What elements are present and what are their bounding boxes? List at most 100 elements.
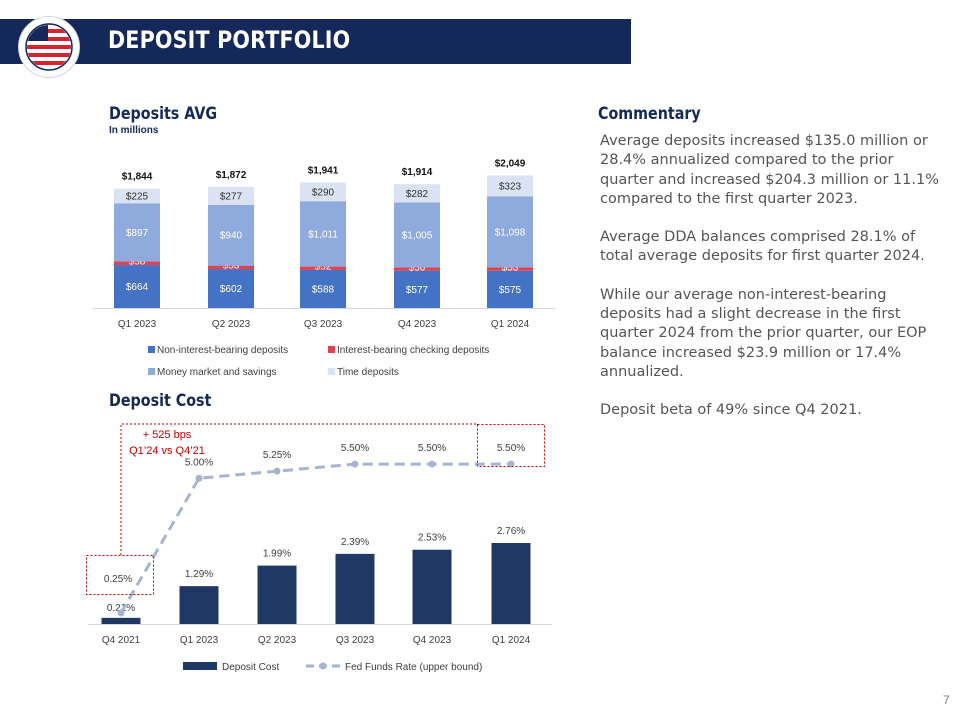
highlight-box-start: [86, 555, 154, 595]
cost-bar-label: 2.53%: [418, 533, 446, 544]
data-label: $225: [126, 191, 149, 202]
cost-bar-label: 2.39%: [341, 537, 369, 548]
highlight-box-end: [477, 424, 545, 467]
deposits-chart-subtitle: In millions: [109, 125, 159, 136]
cost-bar-label: 2.76%: [497, 526, 525, 537]
commentary-title: Commentary: [598, 104, 701, 124]
x-tick-label: Q2 2023: [212, 319, 251, 330]
stacked-bar-segment: [300, 201, 346, 267]
legend-label: Interest-bearing checking deposits: [337, 345, 489, 356]
x-tick-label: Q4 2023: [413, 635, 452, 646]
cost-chart-title: Deposit Cost: [109, 391, 212, 411]
stacked-bar-segment: [487, 175, 533, 197]
fed-funds-label: 5.00%: [185, 457, 213, 468]
data-label: $277: [220, 191, 243, 202]
data-label: $58: [129, 256, 146, 267]
fed-funds-marker: [273, 467, 281, 475]
commentary-paragraph: Deposit beta of 49% since Q4 2021.: [600, 402, 862, 419]
fed-funds-label: 5.50%: [341, 443, 369, 454]
cost-bar-label: 1.29%: [185, 569, 213, 580]
data-label: $588: [312, 284, 335, 295]
stacked-bar-segment: [208, 265, 254, 270]
total-label: $2,049: [495, 158, 526, 169]
legend-swatch: [183, 662, 217, 670]
stacked-bar-segment: [114, 261, 160, 266]
x-tick-label: Q1 2023: [118, 319, 157, 330]
legend-swatch: [328, 346, 335, 353]
cost-bar: [412, 549, 452, 624]
data-label: $1,005: [402, 230, 433, 241]
stacked-bar-segment: [114, 265, 160, 308]
x-tick-label: Q4 2021: [102, 635, 141, 646]
legend-label: Non-interest-bearing deposits: [157, 345, 288, 356]
deposits-chart-title: Deposits AVG: [109, 104, 218, 124]
x-tick-label: Q4 2023: [398, 319, 437, 330]
commentary-paragraph: Average deposits increased $135.0 millio…: [600, 133, 939, 207]
page-number: 7: [943, 693, 950, 707]
fed-funds-line: [119, 462, 511, 614]
cost-bar-label: 0.21%: [107, 603, 135, 614]
legend-label: Fed Funds Rate (upper bound): [345, 662, 482, 673]
legend-label: Time deposits: [337, 367, 399, 378]
stacked-bar-segment: [300, 182, 346, 202]
x-tick-label: Q3 2023: [336, 635, 375, 646]
data-label: $290: [312, 187, 335, 198]
stacked-bar-segment: [208, 204, 254, 266]
annotation-text: Q1’24 vs Q4’21: [129, 445, 205, 457]
annotation-text: + 525 bps: [143, 429, 192, 441]
data-label: $940: [220, 231, 243, 242]
cost-bar: [101, 617, 141, 624]
legend-swatch: [148, 368, 155, 375]
cost-bar: [257, 565, 297, 624]
x-tick-label: Q1 2023: [180, 635, 219, 646]
fed-funds-marker: [195, 474, 203, 482]
cost-bar: [179, 586, 219, 624]
fed-funds-marker: [117, 609, 125, 617]
x-tick-label: Q1 2024: [492, 635, 531, 646]
legend-swatch: [148, 346, 155, 353]
commentary-body: Average deposits increased $135.0 millio…: [600, 132, 940, 440]
fed-funds-marker: [507, 460, 515, 468]
total-label: $1,844: [122, 172, 153, 183]
data-label: $602: [220, 284, 243, 295]
legend-swatch: [328, 368, 335, 375]
stacked-bar-segment: [114, 203, 160, 262]
cost-bar: [335, 553, 375, 624]
data-label: $1,098: [495, 227, 526, 238]
stacked-bar-segment: [300, 266, 346, 270]
fed-funds-label: 5.50%: [497, 443, 525, 454]
legend-swatch: [319, 662, 327, 670]
x-tick-label: Q1 2024: [491, 319, 530, 330]
legend-label: Deposit Cost: [222, 662, 279, 673]
data-label: $323: [499, 181, 522, 192]
data-label: $577: [406, 285, 429, 296]
page-title: DEPOSIT PORTFOLIO: [108, 26, 351, 54]
stacked-bar-segment: [208, 269, 254, 308]
stacked-bar-segment: [487, 270, 533, 308]
total-label: $1,872: [216, 170, 247, 181]
stacked-bar-segment: [114, 188, 160, 204]
flag-globe-icon: [25, 23, 73, 71]
fed-funds-marker: [351, 460, 359, 468]
stacked-bar-segment: [487, 267, 533, 271]
fed-funds-label: 0.25%: [104, 574, 132, 585]
data-label: $53: [223, 261, 240, 272]
data-label: $52: [315, 262, 332, 273]
stacked-bar-segment: [300, 269, 346, 308]
data-label: $50: [409, 262, 426, 273]
data-label: $897: [126, 228, 149, 239]
stacked-bar-segment: [394, 184, 440, 203]
annotation-connector: [120, 423, 477, 555]
fed-funds-label: 5.25%: [263, 450, 291, 461]
data-label: $53: [502, 262, 519, 273]
legend-label: Money market and savings: [157, 367, 277, 378]
commentary-paragraph: Average DDA balances comprised 28.1% of …: [600, 229, 925, 265]
total-label: $1,914: [402, 167, 433, 178]
fed-funds-marker: [428, 460, 436, 468]
x-tick-label: Q2 2023: [258, 635, 297, 646]
stacked-bar-segment: [394, 267, 440, 271]
stacked-bar-segment: [208, 186, 254, 205]
cost-bar-label: 1.99%: [263, 549, 291, 560]
logo: [18, 16, 80, 78]
title-bar: [0, 19, 631, 64]
